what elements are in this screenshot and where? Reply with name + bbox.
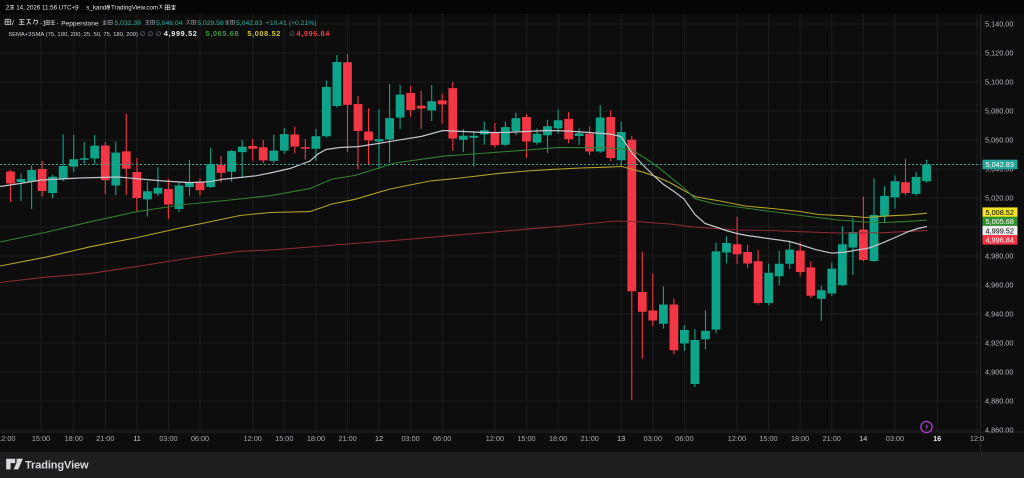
svg-text:12: 12 bbox=[375, 434, 383, 443]
svg-text:15:00: 15:00 bbox=[275, 434, 293, 443]
svg-text:5EMA+3SMA (75, 100, 200, 25, 5: 5EMA+3SMA (75, 100, 200, 25, 50, 75, 180… bbox=[9, 32, 138, 38]
svg-text:4,900.00: 4,900.00 bbox=[985, 368, 1013, 377]
svg-text:12:00: 12:00 bbox=[728, 434, 746, 443]
svg-text:14: 14 bbox=[859, 434, 867, 443]
svg-text:18:00: 18:00 bbox=[791, 434, 809, 443]
svg-text:13: 13 bbox=[617, 434, 625, 443]
svg-text:5,080.00: 5,080.00 bbox=[985, 107, 1013, 116]
svg-text:5,120.00: 5,120.00 bbox=[985, 49, 1013, 58]
svg-text:5,008.52: 5,008.52 bbox=[247, 29, 281, 38]
svg-text:21:00: 21:00 bbox=[581, 434, 599, 443]
svg-text:·: · bbox=[40, 18, 43, 27]
svg-text:06:00: 06:00 bbox=[433, 434, 451, 443]
svg-text:5,005.68: 5,005.68 bbox=[986, 217, 1014, 226]
svg-text:15:00: 15:00 bbox=[517, 434, 535, 443]
svg-text:4,920.00: 4,920.00 bbox=[985, 339, 1013, 348]
svg-text:12:00: 12:00 bbox=[0, 434, 15, 443]
svg-text:∅: ∅ bbox=[156, 31, 162, 38]
svg-text:·: · bbox=[56, 18, 59, 27]
svg-text:4,996.84: 4,996.84 bbox=[986, 235, 1014, 244]
svg-text:5,029.58: 5,029.58 bbox=[197, 20, 224, 27]
svg-text:14, 2026 11:56 UTC+9: 14, 2026 11:56 UTC+9 bbox=[16, 5, 79, 12]
svg-text:∅: ∅ bbox=[148, 31, 154, 38]
svg-text:12:00: 12:00 bbox=[244, 434, 262, 443]
svg-text:03:00: 03:00 bbox=[886, 434, 904, 443]
svg-text:12:0: 12:0 bbox=[970, 434, 984, 443]
svg-text:4,940.00: 4,940.00 bbox=[985, 310, 1013, 319]
svg-text:5,042.83: 5,042.83 bbox=[236, 20, 263, 27]
svg-text:21:00: 21:00 bbox=[823, 434, 841, 443]
svg-text:5,042.83: 5,042.83 bbox=[986, 160, 1014, 169]
svg-text:18:00: 18:00 bbox=[549, 434, 567, 443]
svg-text:4,999.52: 4,999.52 bbox=[164, 29, 198, 38]
svg-text:Pepperstone: Pepperstone bbox=[61, 20, 99, 27]
svg-text:2: 2 bbox=[6, 5, 10, 12]
svg-text:∅: ∅ bbox=[289, 31, 295, 38]
svg-text:TradingView: TradingView bbox=[25, 460, 89, 472]
svg-text:18:00: 18:00 bbox=[307, 434, 325, 443]
svg-text:4,960.00: 4,960.00 bbox=[985, 281, 1013, 290]
svg-text:12:00: 12:00 bbox=[486, 434, 504, 443]
svg-text:5,005.68: 5,005.68 bbox=[206, 29, 240, 38]
svg-text:21:00: 21:00 bbox=[96, 434, 114, 443]
svg-text:03:00: 03:00 bbox=[401, 434, 419, 443]
svg-text:5,140.00: 5,140.00 bbox=[985, 20, 1013, 29]
svg-text:,: , bbox=[75, 5, 77, 12]
svg-text:11: 11 bbox=[133, 434, 141, 443]
svg-text:16: 16 bbox=[933, 434, 941, 443]
svg-text:TradingView.com: TradingView.com bbox=[111, 5, 158, 12]
svg-text:4,980.00: 4,980.00 bbox=[985, 252, 1013, 261]
svg-text:03:00: 03:00 bbox=[644, 434, 662, 443]
svg-text:06:00: 06:00 bbox=[675, 434, 693, 443]
svg-text:4,880.00: 4,880.00 bbox=[985, 397, 1013, 406]
svg-text:5,046.04: 5,046.04 bbox=[156, 20, 183, 27]
svg-text:4,999.52: 4,999.52 bbox=[986, 226, 1014, 235]
svg-text:15:00: 15:00 bbox=[759, 434, 777, 443]
svg-text:4,860.00: 4,860.00 bbox=[985, 426, 1013, 435]
svg-text:06:00: 06:00 bbox=[191, 434, 209, 443]
svg-text:5,020.00: 5,020.00 bbox=[985, 194, 1013, 203]
svg-text:/: / bbox=[12, 18, 15, 27]
svg-text:1: 1 bbox=[42, 20, 46, 27]
svg-text:15:00: 15:00 bbox=[32, 434, 50, 443]
svg-text:+10.41 (+0.21%): +10.41 (+0.21%) bbox=[266, 20, 317, 27]
svg-text:03:00: 03:00 bbox=[159, 434, 177, 443]
svg-text:5,008.52: 5,008.52 bbox=[986, 208, 1014, 217]
svg-text:∅: ∅ bbox=[140, 31, 146, 38]
svg-text:s_kanda: s_kanda bbox=[86, 5, 110, 12]
svg-text:5,032.39: 5,032.39 bbox=[115, 20, 142, 27]
svg-text:21:00: 21:00 bbox=[338, 434, 356, 443]
svg-text:5,060.00: 5,060.00 bbox=[985, 136, 1013, 145]
svg-text:5,100.00: 5,100.00 bbox=[985, 78, 1013, 87]
svg-text:18:00: 18:00 bbox=[65, 434, 83, 443]
svg-text:4,996.84: 4,996.84 bbox=[297, 29, 331, 38]
